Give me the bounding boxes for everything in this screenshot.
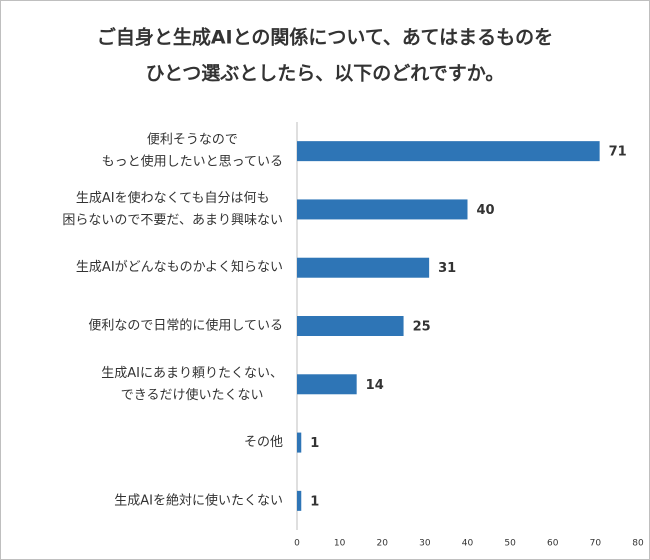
value-label: 1: [310, 494, 319, 509]
bar: [297, 199, 468, 220]
y-tick-label: 便利なので日常的に使用している: [88, 318, 283, 334]
y-tick-label: 困らないので不要だ、あまり興味ない: [62, 213, 283, 228]
value-label: 25: [413, 320, 431, 335]
value-label: 40: [477, 203, 495, 218]
x-tick-label: 0: [294, 539, 300, 549]
value-label: 71: [609, 145, 627, 160]
chart-title: ひとつ選ぶとしたら、以下のどれですか。: [146, 63, 505, 85]
y-tick-label: できるだけ使いたくない: [121, 387, 264, 403]
bar: [297, 374, 357, 395]
bar: [297, 257, 430, 278]
x-tick-label: 30: [419, 539, 431, 549]
value-label: 1: [310, 436, 319, 451]
x-tick-label: 50: [504, 539, 516, 549]
y-tick-label: 生成AIがどんなものかよく知らない: [76, 259, 283, 275]
bar: [297, 316, 404, 336]
y-tick-label: 便利そうなので: [147, 133, 238, 148]
x-tick-label: 80: [632, 539, 644, 549]
y-tick-label: その他: [244, 435, 283, 450]
y-tick-label: もっと使用したいと思っている: [102, 154, 283, 170]
y-tick-label: 生成AIを使わなくても自分は何も: [76, 190, 270, 206]
x-tick-label: 20: [377, 539, 389, 549]
x-tick-label: 60: [547, 539, 559, 549]
x-tick-label: 40: [462, 539, 474, 549]
chart-title: ご自身と生成AIとの関係について、あてはまるものを: [97, 26, 553, 49]
x-tick-label: 10: [334, 539, 346, 549]
bar: [297, 432, 302, 453]
x-tick-label: 70: [590, 539, 602, 549]
bar: [297, 490, 302, 511]
value-label: 31: [438, 261, 456, 276]
y-tick-label: 生成AIを絶対に使いたくない: [114, 492, 283, 508]
value-label: 14: [366, 378, 384, 393]
bar: [297, 141, 600, 162]
y-tick-label: 生成AIにあまり頼りたくない、: [101, 366, 283, 381]
